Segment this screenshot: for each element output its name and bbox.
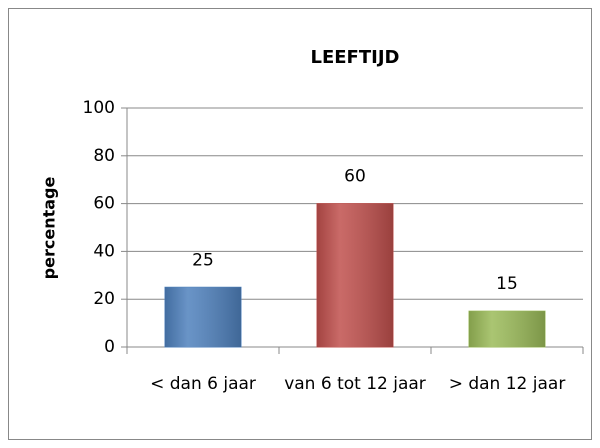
- x-tick-label-box: > dan 12 jaar: [448, 374, 566, 394]
- x-tick-label: > dan 12 jaar: [448, 374, 566, 394]
- y-tick-label: 80: [93, 146, 115, 166]
- chart-border: [8, 8, 592, 440]
- x-tick-label-box: < dan 6 jaar: [150, 374, 256, 394]
- y-tick-label: 60: [93, 194, 115, 214]
- data-label: 15: [496, 274, 518, 294]
- chart-title: LEEFTIJD: [311, 47, 400, 68]
- bar-shade: [165, 287, 241, 347]
- y-axis-label: percentage: [40, 177, 59, 280]
- x-tick-label: < dan 6 jaar: [150, 374, 256, 394]
- y-tick-label: 100: [83, 98, 115, 118]
- data-label: 25: [192, 250, 214, 270]
- y-tick-label: 20: [93, 289, 115, 309]
- x-tick-label-box: van 6 tot 12 jaar: [284, 374, 426, 394]
- y-tick-label: 40: [93, 241, 115, 261]
- data-label: 60: [344, 167, 366, 187]
- x-tick-label: van 6 tot 12 jaar: [284, 374, 426, 394]
- bar-shade: [469, 311, 545, 347]
- bar-shade: [317, 203, 393, 347]
- y-tick-label: 0: [104, 337, 115, 357]
